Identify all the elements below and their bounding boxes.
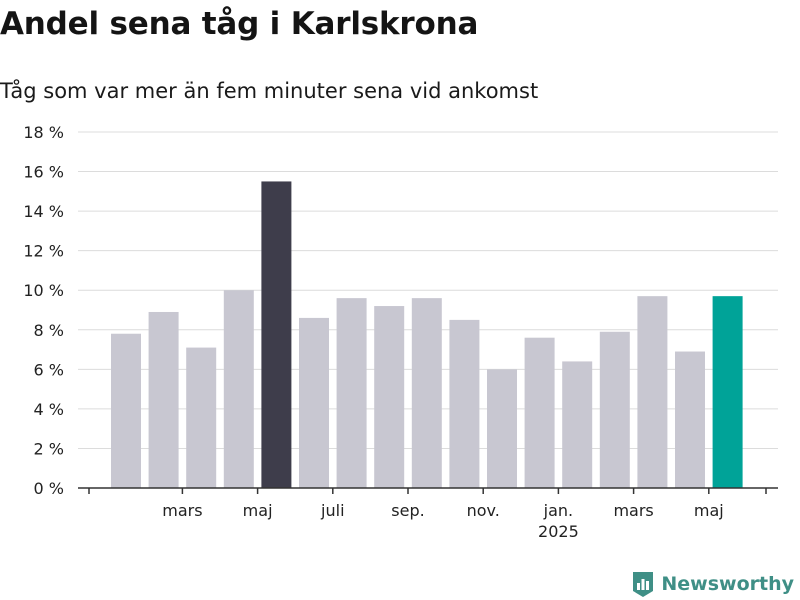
bar — [637, 296, 668, 488]
bar — [524, 337, 555, 488]
bars — [111, 181, 743, 488]
chart-title: Andel sena tåg i Karlskrona — [0, 6, 479, 42]
x-axis-ticks: mars maj juli sep. nov. jan. 2025 mars maj — [162, 488, 724, 541]
y-tick-label: 10 % — [23, 281, 64, 300]
x-tick-label: maj — [694, 501, 724, 520]
bar — [449, 319, 480, 488]
x-tick-label: jan. — [543, 501, 573, 520]
bar — [562, 361, 593, 488]
y-tick-label: 16 % — [23, 163, 64, 182]
bar — [487, 369, 517, 488]
bar — [261, 181, 292, 488]
bar-chart: 0 % 2 % 4 % 6 % 8 % 10 % 12 % 14 % 16 % 18 % mars… — [23, 123, 778, 541]
x-tick-label: nov. — [467, 501, 500, 520]
y-tick-label: 12 % — [23, 242, 64, 261]
y-tick-label: 4 % — [34, 400, 64, 419]
bar — [111, 333, 141, 488]
brand-logo: Newsworthy — [631, 570, 794, 598]
x-tick-label: maj — [243, 501, 273, 520]
y-tick-label: 6 % — [34, 360, 64, 379]
x-tick-year-label: 2025 — [538, 522, 579, 541]
bar — [712, 296, 743, 488]
chart-subtitle: Tåg som var mer än fem minuter sena vid … — [0, 79, 539, 103]
bar — [223, 290, 254, 488]
bar — [336, 298, 367, 488]
x-tick-label: juli — [320, 501, 344, 520]
brand-name: Newsworthy — [661, 573, 794, 595]
y-tick-label: 18 % — [23, 123, 64, 142]
bar — [675, 351, 705, 488]
x-axis — [78, 487, 778, 494]
bar — [299, 317, 329, 488]
bar — [599, 331, 630, 488]
bar — [186, 347, 217, 488]
newsworthy-logo-icon — [633, 572, 654, 597]
y-tick-label: 8 % — [34, 321, 64, 340]
bar — [411, 298, 442, 488]
bar — [148, 311, 179, 488]
y-tick-label: 2 % — [34, 439, 64, 458]
y-tick-label: 14 % — [23, 202, 64, 221]
y-tick-label: 0 % — [34, 479, 64, 498]
y-axis-ticks: 0 % 2 % 4 % 6 % 8 % 10 % 12 % 14 % 16 % 18 % — [23, 123, 64, 498]
x-tick-label: mars — [613, 501, 653, 520]
bar — [374, 306, 405, 488]
x-tick-label: sep. — [391, 501, 424, 520]
x-tick-label: mars — [162, 501, 202, 520]
